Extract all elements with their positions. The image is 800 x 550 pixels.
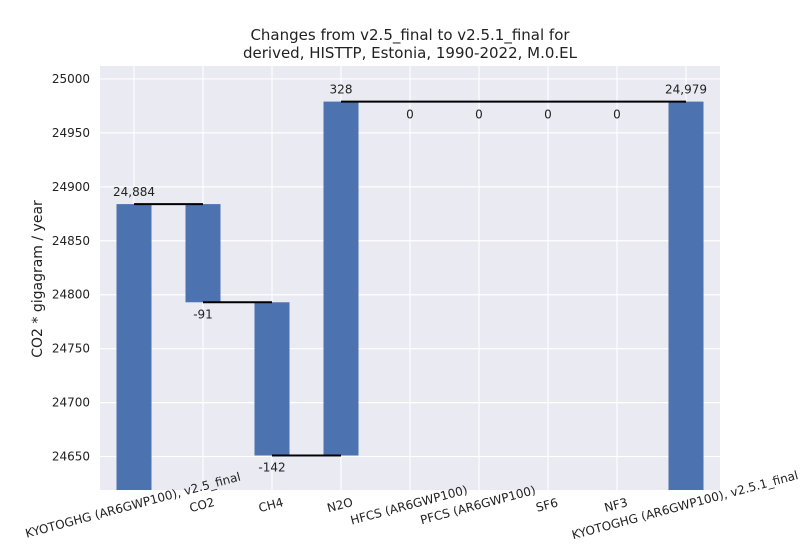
bar-value-label: -91 [193, 307, 213, 321]
x-tick-label: SF6 [534, 496, 559, 515]
y-tick-label: 24750 [52, 342, 90, 356]
y-tick-label: 24900 [52, 180, 90, 194]
bar [668, 101, 704, 490]
y-axis-label: CO2 * gigagram / year [30, 200, 46, 358]
y-tick-label: 24650 [52, 450, 90, 464]
y-tick-label: 24950 [52, 126, 90, 140]
bar-value-label: 0 [544, 108, 552, 122]
chart-title-line-1: Changes from v2.5_final to v2.5.1_final … [250, 26, 570, 45]
x-tick-label: NF3 [603, 495, 629, 515]
y-tick-label: 25000 [52, 72, 90, 86]
bar [254, 302, 290, 456]
x-tick-label: N2O [326, 495, 355, 515]
y-axis-ticks: 24650 24700 24750 24800 24850 24900 24950 25000 [52, 72, 90, 464]
bar [185, 204, 221, 303]
chart-title-line-2: derived, HISTTP, Estonia, 1990-2022, M.0… [243, 44, 578, 62]
y-tick-label: 24800 [52, 288, 90, 302]
connector-lines [134, 100, 686, 457]
bar-value-label: 0 [406, 108, 414, 122]
bar-value-label: 24,979 [665, 83, 707, 97]
bar-value-label: 328 [330, 83, 353, 97]
bar-value-label: 0 [475, 108, 483, 122]
x-tick-label: CH4 [257, 495, 285, 515]
bar-value-label: 0 [613, 108, 621, 122]
bar-value-label: 24,884 [113, 185, 155, 199]
y-tick-label: 24850 [52, 234, 90, 248]
bar [116, 204, 152, 491]
bar [323, 101, 359, 456]
bars-group [116, 101, 704, 491]
bar-value-labels: 24,884 -91 -142 328 0 0 0 0 24,979 [113, 83, 707, 475]
x-tick-label: CO2 [188, 495, 216, 515]
bar-value-label: -142 [258, 460, 285, 474]
y-tick-label: 24700 [52, 396, 90, 410]
